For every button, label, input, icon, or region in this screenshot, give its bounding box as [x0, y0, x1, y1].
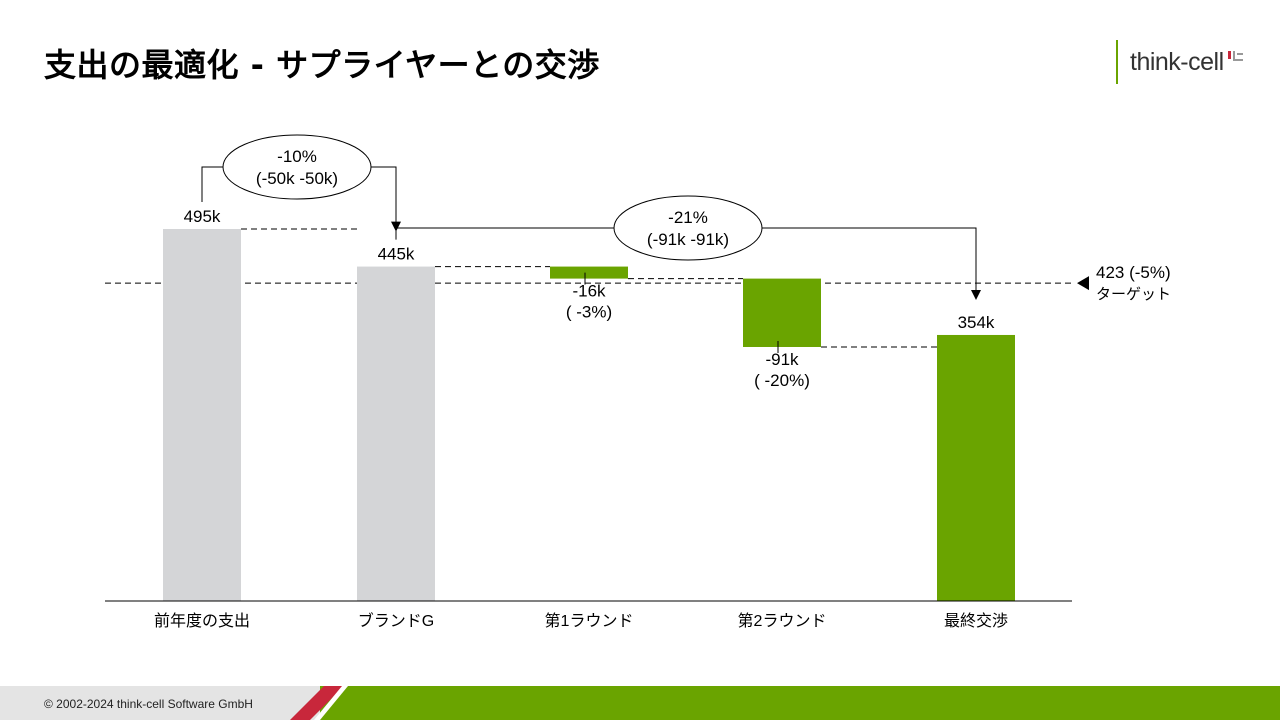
difference-bubble-1 [222, 134, 372, 200]
value-label-4: -91k [765, 350, 799, 369]
category-label-5: 最終交渉 [944, 612, 1008, 630]
difference-percent-label-2: -21% [668, 208, 708, 227]
bar-3 [550, 266, 628, 279]
bar-5 [937, 334, 1015, 601]
bar-2 [357, 266, 435, 601]
bar-4 [743, 278, 821, 347]
category-label-4: 第2ラウンド [738, 612, 827, 630]
value-label-1: 495k [184, 207, 221, 226]
value-label-2: 445k [378, 245, 415, 264]
difference-arrowhead-icon-1 [391, 221, 401, 232]
category-label-3: 第1ラウンド [545, 612, 634, 630]
footer-copyright: © 2002-2024 think-cell Software GmbH [44, 697, 253, 711]
value-label-3: -16k [572, 282, 606, 301]
difference-percent-label-1: -10% [277, 147, 317, 166]
slide-title: 支出の最適化 - サプライヤーとの交渉 [44, 46, 600, 84]
difference-bubble-2 [613, 195, 763, 261]
footer-gray-band [0, 686, 320, 720]
percent-label-4: ( -20%) [754, 371, 810, 390]
target-value-label: 423 (-5%) [1096, 263, 1171, 282]
difference-value-label-1: (-50k -50k) [256, 169, 338, 188]
percent-label-3: ( -3%) [566, 303, 612, 322]
logo-mark-icon [1227, 51, 1243, 61]
category-label-1: 前年度の支出 [154, 612, 250, 630]
logo-divider [1116, 40, 1118, 84]
logo-text: think-cell [1130, 47, 1224, 76]
difference-value-label-2: (-91k -91k) [647, 230, 729, 249]
footer-green-band [320, 686, 1280, 720]
difference-arrowhead-icon-2 [971, 289, 981, 300]
category-label-2: ブランドG [358, 611, 434, 630]
waterfall-chart: 495k 445k -16k ( -3%) -91k ( -20%) 354k 前年度の支出 ブ… [105, 134, 1171, 630]
think-cell-logo: think-cell [1116, 40, 1245, 84]
value-label-5: 354k [958, 313, 995, 332]
target-marker-icon [1077, 276, 1089, 291]
target-caption-label: ターゲット [1096, 286, 1171, 303]
bar-1 [163, 229, 241, 601]
